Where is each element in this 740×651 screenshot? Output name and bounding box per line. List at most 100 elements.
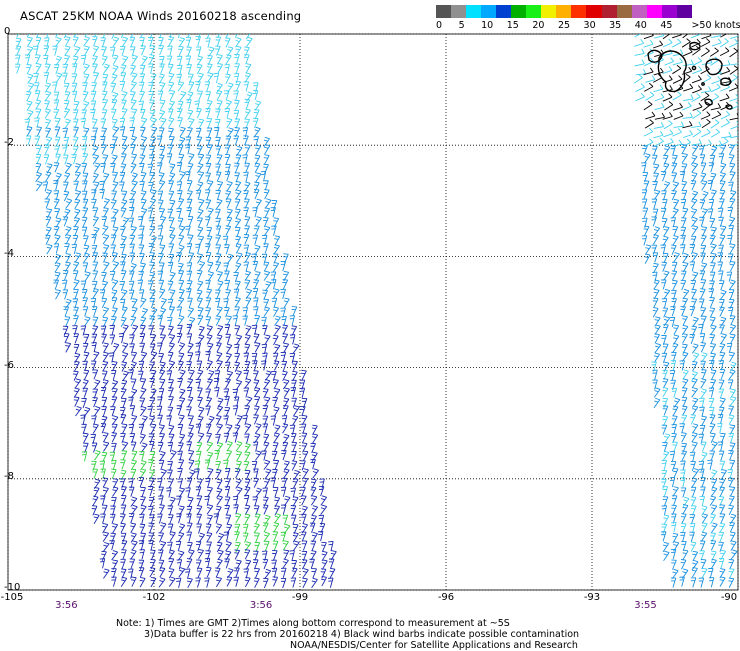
wind-barb	[683, 48, 692, 56]
wind-barb	[205, 478, 210, 488]
wind-barb	[139, 541, 144, 551]
wind-barb	[188, 433, 193, 443]
wind-barb	[92, 245, 97, 254]
wind-barb	[670, 477, 675, 487]
wind-barb	[253, 497, 258, 507]
wind-barb	[196, 47, 201, 57]
wind-barb	[36, 127, 41, 137]
wind-barb	[670, 146, 675, 156]
wind-barb	[27, 101, 32, 111]
wind-barb	[641, 163, 646, 173]
wind-barb	[663, 308, 668, 318]
wind-barb	[74, 388, 79, 398]
wind-barb	[168, 36, 173, 46]
wind-barb	[654, 353, 660, 363]
wind-barb	[151, 424, 156, 434]
wind-barb	[701, 559, 706, 569]
wind-barb	[131, 442, 136, 452]
wind-barb	[226, 353, 232, 363]
wind-barb	[83, 199, 88, 209]
wind-barb	[720, 48, 729, 56]
wind-barb	[159, 460, 164, 470]
wind-barb	[170, 290, 175, 300]
wind-barb	[708, 568, 713, 578]
wind-barb	[176, 578, 181, 588]
wind-barb	[700, 425, 705, 434]
wind-barb	[121, 290, 127, 300]
wind-barb	[301, 532, 306, 542]
wind-barb	[110, 145, 115, 155]
wind-barb	[208, 262, 213, 272]
wind-barb	[64, 55, 69, 65]
wind-barb	[139, 361, 144, 371]
wind-barb	[719, 523, 724, 533]
wind-barb	[312, 434, 317, 444]
wind-barb	[693, 317, 699, 327]
wind-barb	[53, 109, 58, 119]
wind-barb	[93, 217, 98, 227]
wind-barb	[110, 533, 115, 543]
wind-barb	[148, 326, 153, 335]
wind-barb	[290, 316, 295, 326]
wind-barb	[691, 506, 696, 516]
wind-barb	[120, 523, 125, 533]
wind-barb	[274, 344, 280, 354]
wind-barb	[217, 360, 222, 370]
wind-barb	[254, 578, 259, 588]
wind-barb	[274, 245, 280, 255]
wind-barb	[100, 514, 105, 524]
wind-barb	[244, 461, 249, 471]
wind-barb	[91, 91, 96, 100]
wind-barb	[281, 532, 286, 542]
island-islet-1	[692, 66, 695, 69]
wind-barb	[148, 486, 153, 496]
wind-barb	[283, 541, 288, 551]
wind-barb	[81, 424, 86, 433]
wind-barb	[652, 146, 657, 156]
wind-barb	[654, 280, 660, 290]
wind-barb	[131, 154, 136, 164]
wind-barb	[223, 299, 228, 309]
wind-barb	[139, 181, 144, 191]
wind-barb	[233, 505, 238, 515]
wind-barb	[227, 182, 233, 192]
wind-barb	[149, 155, 154, 165]
wind-barb	[253, 261, 258, 271]
wind-barb	[711, 190, 716, 200]
wind-barb	[635, 49, 645, 55]
wind-barb	[719, 199, 724, 209]
wind-barb	[671, 560, 676, 570]
wind-barb	[645, 245, 651, 255]
wind-barb	[644, 128, 653, 136]
wind-barb	[711, 470, 717, 480]
wind-barb	[217, 55, 222, 65]
wind-barb	[217, 496, 223, 506]
wind-barb	[113, 343, 119, 353]
wind-barb	[653, 298, 658, 308]
wind-barb	[253, 442, 258, 452]
wind-barb	[187, 181, 192, 191]
wind-barb	[282, 279, 287, 289]
legend-swatch	[571, 5, 586, 18]
wind-barb	[140, 298, 146, 308]
wind-barb	[642, 236, 647, 246]
wind-barb	[683, 130, 692, 137]
wind-barb	[113, 127, 119, 137]
wind-barb	[272, 451, 277, 461]
wind-barb	[45, 199, 50, 209]
wind-barb	[235, 227, 240, 236]
wind-barb	[140, 533, 145, 543]
wind-barb	[730, 66, 738, 75]
wind-barb	[55, 290, 60, 300]
wind-barb	[281, 316, 286, 326]
wind-barb	[158, 236, 163, 245]
wind-barb	[728, 207, 733, 217]
wind-barb	[718, 271, 723, 281]
wind-barb	[256, 217, 262, 227]
wind-barb	[709, 388, 714, 398]
wind-barb	[664, 289, 670, 299]
wind-barb	[122, 56, 128, 66]
island-santa-cruz	[706, 59, 722, 74]
wind-barb	[161, 469, 167, 479]
wind-barb	[187, 442, 192, 452]
